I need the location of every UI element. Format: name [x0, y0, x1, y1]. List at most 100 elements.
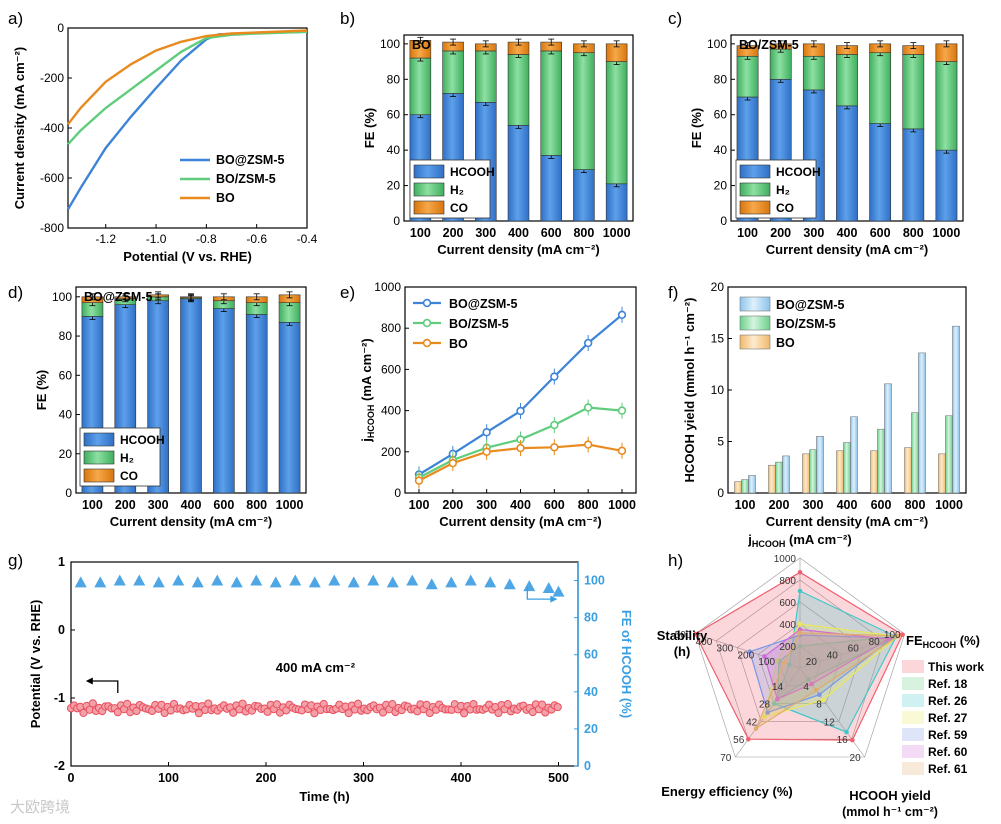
- panel-e-point: [583, 440, 593, 449]
- panel-c-ytick-label: 100: [707, 37, 727, 51]
- panel-b-xtick-label: 400: [508, 226, 529, 240]
- panel-f-bar-BO: [802, 453, 810, 494]
- panel-a-xtick-label: -1.2: [95, 232, 116, 246]
- panel-h-axis-title-j: jHCOOH (mA cm⁻²): [747, 532, 851, 549]
- panel-h-series-point: [774, 658, 780, 663]
- panel-c-title: BO/ZSM-5: [739, 38, 799, 52]
- panel-f-bar-BO: [836, 450, 844, 494]
- panel-h-axis-title-stability-unit: (h): [674, 644, 691, 659]
- panel-b-xtick-label: 1000: [603, 226, 631, 240]
- panel-d-xtick-label: 400: [181, 498, 202, 512]
- panel-f-bar-BO: [870, 450, 878, 494]
- panel-f-bar-BOZSM5: [952, 325, 960, 494]
- panel-h-series-point: [886, 636, 892, 642]
- panel-f-xtick-label: 400: [837, 498, 858, 512]
- panel-a-ytick-label: 0: [57, 21, 64, 35]
- panel-b-ytick-label: 100: [380, 37, 400, 51]
- panel-c-ylabel: FE (%): [689, 108, 704, 148]
- panel-c-bar-HCOOH: [935, 149, 958, 222]
- panel-h-series-point: [797, 588, 803, 594]
- panel-e-xtick-label: 800: [578, 498, 599, 512]
- panel-h-axis-title-j-sub: HCOOH: [752, 539, 786, 549]
- panel-g-xlabel: Time (h): [299, 789, 349, 804]
- panel-e-point: [617, 406, 627, 415]
- panel-g-fe-point: [94, 576, 107, 588]
- panel-e-xtick-label: 300: [476, 498, 497, 512]
- panel-f-xtick-label: 800: [905, 498, 926, 512]
- panel-h-grid-ring: [695, 557, 905, 758]
- panel-h-grid-ring: [757, 623, 843, 704]
- panel-c-xtick-label: 200: [770, 226, 791, 240]
- panel-c-ytick-label: 20: [714, 179, 728, 193]
- panel-b-ytick-label: 60: [387, 108, 401, 122]
- panel-e-point: [550, 372, 559, 381]
- panel-d-xtick-label: 100: [82, 498, 103, 512]
- panel-c-bar-H: [935, 61, 958, 151]
- panel-b-bar-HCOOH: [605, 183, 628, 222]
- panel-g-potential-point: [353, 699, 363, 708]
- panel-c-xtick-label: 600: [870, 226, 891, 240]
- panel-h-series-point: [797, 627, 803, 632]
- panel-d-legend-label: H₂: [120, 451, 134, 465]
- panel-g-fe-point: [230, 576, 243, 588]
- panel-d-bar-HCOOH: [180, 298, 202, 494]
- panel-g-fe-point: [152, 576, 165, 588]
- panel-h-axis-title-fe: FEHCOOH (%): [906, 633, 980, 650]
- panel-c-legend-label: CO: [776, 201, 794, 215]
- panel-g-potential-point: [344, 709, 353, 718]
- panel-h-axis-title-stability: Stability: [657, 628, 708, 643]
- panel-e-legend-marker: [422, 318, 432, 328]
- panel-e-ytick-label: 400: [381, 404, 401, 418]
- panel-h-axis-tick: 60: [848, 644, 860, 655]
- panel-c-ytick-label: 40: [714, 143, 728, 157]
- panel-h-legend-label: Ref. 18: [928, 677, 968, 691]
- panel-e-xtick-label: 400: [510, 498, 531, 512]
- panel-f-xtick-label: 1000: [935, 498, 963, 512]
- panel-h-series-Ref61: [754, 632, 901, 731]
- panel-g-annotation: 400 mA cm⁻²: [276, 660, 356, 675]
- panel-g-y2tick-label: 0: [584, 759, 591, 773]
- panel-g-ytick-label: 0: [58, 623, 65, 637]
- panel-g-potential-point: [88, 699, 97, 708]
- panel-e-point: [583, 403, 593, 412]
- panel-h-grid-ring: [736, 601, 864, 722]
- panel-g-fe-point: [523, 580, 536, 592]
- panel-e-ytick-label: 1000: [374, 280, 401, 294]
- panel-e-ytick-label: 200: [381, 445, 401, 459]
- panel-d-legend-swatch: [83, 450, 115, 465]
- panel-a-legend-label: BO/ZSM-5: [216, 172, 276, 186]
- panel-a-xlabel: Potential (V vs. RHE): [123, 249, 252, 264]
- panel-b-bar-H: [573, 52, 595, 170]
- panel-h-axis-tick: 100: [758, 657, 775, 668]
- panel-e-point: [617, 310, 627, 320]
- panel-b-fe-bo-chart: 0 20 40 60 80 100 100 200 300 400 600 800 1000 BO HCOO…: [362, 34, 634, 257]
- panel-g-y2label: FE of HCOOH (%): [619, 610, 634, 718]
- panel-c-fe-bozsm-chart: 0 20 40 60 80 100 100 200 300 400 600 800 1000 BO/ZSM…: [689, 34, 964, 257]
- panel-h-series-point: [787, 662, 792, 667]
- panel-h-axis-tick: 100: [884, 630, 901, 641]
- panel-g-xtick-label: 500: [548, 771, 569, 785]
- panel-d-bar-HCOOH: [278, 322, 301, 494]
- panel-f-xtick-label: 100: [735, 498, 756, 512]
- panel-h-series-point: [797, 630, 803, 636]
- panel-f-legend-label: BO: [776, 336, 795, 350]
- panel-d-xtick-label: 600: [213, 498, 234, 512]
- panel-e-xtick-label: 100: [409, 498, 430, 512]
- panel-e-point: [516, 406, 525, 416]
- panel-f-ytick-label: 15: [711, 332, 725, 346]
- panel-f-legend-swatch: [739, 315, 771, 331]
- panel-f-yield-chart: 0 5 10 15 20 100 200 300 400 600 800 1000 BO@ZSM-5 BO…: [682, 280, 967, 529]
- panel-h-series-Ref27: [763, 623, 899, 718]
- panel-c-bar-H: [836, 54, 858, 107]
- panel-g-ytick-label: -2: [54, 759, 65, 773]
- panel-e-ytick-label: 600: [381, 362, 401, 376]
- panel-c-xlabel: Current density (mA cm⁻²): [766, 242, 928, 257]
- panel-b-ytick-label: 0: [393, 214, 400, 228]
- panel-f-legend-label: BO@ZSM-5: [776, 298, 844, 312]
- panel-b-ytick-label: 80: [387, 72, 401, 86]
- panel-e-point: [550, 420, 559, 430]
- panel-g-y2tick-label: 100: [584, 574, 605, 588]
- panel-d-ytick-label: 0: [65, 486, 72, 500]
- panel-e-ylabel-sub: HCOOH: [366, 405, 376, 439]
- panel-b-bar-H: [605, 61, 628, 185]
